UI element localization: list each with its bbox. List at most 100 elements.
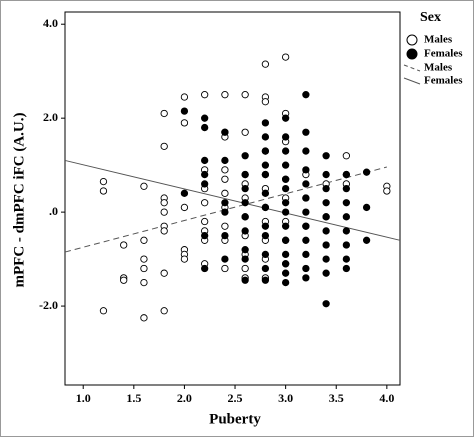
data-point: [221, 231, 229, 240]
data-point: [221, 255, 229, 263]
data-point: [180, 93, 189, 101]
data-point: [241, 128, 249, 136]
data-point: [322, 199, 330, 207]
data-point: [322, 255, 330, 263]
data-point: [281, 184, 290, 193]
data-point: [261, 133, 270, 141]
data-point: [322, 269, 330, 277]
data-point: [281, 260, 290, 268]
data-point: [201, 217, 209, 226]
data-point: [221, 189, 229, 197]
data-point: [221, 128, 229, 136]
data-point: [180, 255, 189, 263]
data-point: [302, 194, 310, 202]
data-point: [99, 177, 108, 186]
data-point: [201, 264, 209, 273]
data-point: [201, 91, 209, 99]
data-point: [180, 189, 189, 197]
data-point: [241, 276, 249, 284]
data-point: [261, 98, 270, 106]
data-point: [322, 152, 330, 160]
data-point: [281, 161, 290, 169]
legend-line: [403, 77, 421, 85]
data-point: [241, 264, 249, 273]
data-point: [140, 255, 148, 263]
data-point: [221, 199, 229, 207]
data-point: [180, 203, 189, 212]
x-tick-label: 1.5: [126, 391, 141, 405]
data-point: [342, 255, 351, 263]
data-point: [241, 246, 249, 254]
data-point: [302, 274, 310, 282]
fit-line: [64, 159, 401, 241]
y-tick-label: .0: [49, 204, 58, 218]
data-point: [99, 307, 108, 315]
legend-marker: [406, 34, 418, 46]
data-point: [342, 227, 351, 235]
data-point: [241, 255, 249, 263]
data-point: [241, 227, 249, 235]
data-point: [241, 199, 249, 207]
data-point: [342, 152, 351, 160]
data-point: [281, 199, 290, 207]
data-point: [362, 236, 371, 244]
data-point: [302, 236, 310, 244]
data-point: [261, 222, 270, 230]
data-point: [302, 147, 310, 155]
legend-marker: [406, 48, 418, 60]
data-point: [322, 170, 330, 179]
data-point: [221, 208, 229, 216]
y-tick-label: -2.0: [39, 298, 58, 312]
data-point: [261, 147, 270, 155]
data-point: [201, 170, 209, 179]
data-point: [99, 187, 108, 195]
data-point: [261, 60, 270, 68]
legend-label: Females: [424, 48, 463, 60]
x-tick-label: 2.0: [177, 391, 192, 405]
data-point: [342, 170, 351, 179]
data-point: [302, 128, 310, 136]
data-point: [201, 231, 209, 240]
x-tick-label: 3.0: [278, 391, 293, 405]
legend-label: Males: [424, 34, 453, 46]
data-point: [261, 161, 270, 169]
legend-label: Males: [424, 62, 453, 74]
y-tick-label: 4.0: [43, 16, 58, 30]
data-point: [302, 180, 310, 188]
data-point: [261, 264, 270, 273]
legend-line: [403, 64, 421, 72]
data-point: [120, 276, 128, 284]
data-point: [140, 314, 148, 322]
data-point: [241, 213, 249, 221]
data-point: [160, 142, 168, 151]
data-point: [322, 227, 330, 235]
data-point: [383, 187, 391, 195]
data-point: [281, 175, 290, 183]
x-tick-label: 2.5: [228, 391, 243, 405]
data-point: [302, 91, 310, 99]
data-point: [342, 184, 351, 193]
data-point: [201, 180, 209, 188]
data-point: [362, 168, 371, 176]
data-point: [322, 184, 330, 193]
data-point: [281, 278, 290, 287]
data-point: [281, 222, 290, 230]
data-point: [322, 241, 330, 249]
data-point: [261, 119, 270, 127]
data-point: [160, 208, 168, 216]
data-point: [261, 203, 270, 212]
data-point: [362, 203, 371, 212]
data-point: [281, 208, 290, 216]
data-point: [221, 222, 229, 230]
data-point: [160, 307, 168, 315]
data-point: [221, 264, 229, 273]
data-point: [201, 123, 209, 132]
data-point: [302, 208, 310, 216]
plot-frame: [64, 11, 401, 386]
x-tick-label: 3.5: [329, 391, 344, 405]
data-point: [281, 236, 290, 244]
x-tick-label: 1.0: [76, 391, 91, 405]
data-point: [261, 189, 270, 197]
data-point: [342, 264, 351, 273]
data-point: [281, 269, 290, 277]
